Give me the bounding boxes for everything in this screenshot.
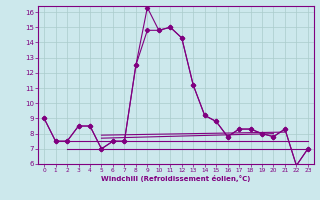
X-axis label: Windchill (Refroidissement éolien,°C): Windchill (Refroidissement éolien,°C) [101, 175, 251, 182]
